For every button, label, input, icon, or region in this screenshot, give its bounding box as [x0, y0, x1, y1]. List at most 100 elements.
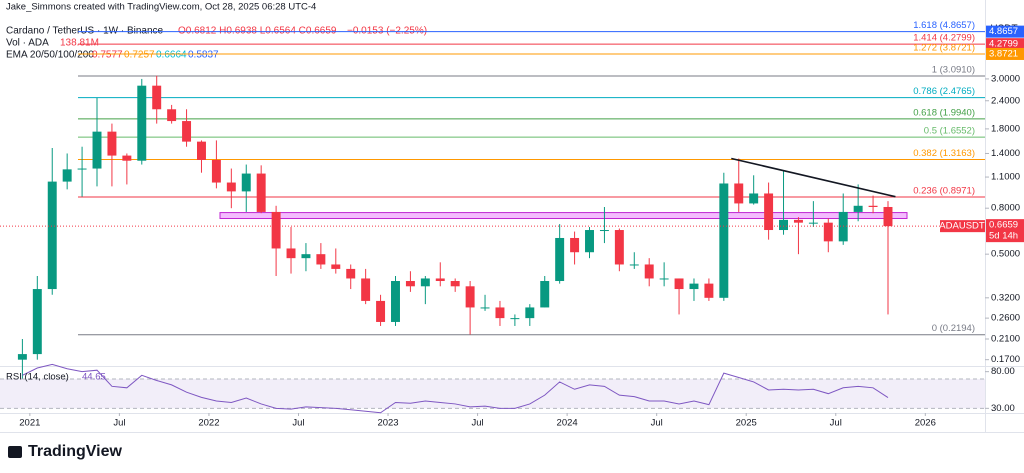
candle-body	[480, 307, 490, 309]
y-tick-label: 1.1000	[991, 172, 1020, 183]
fib-label: 0.5 (1.6552)	[924, 126, 975, 137]
candle-body	[570, 237, 580, 253]
candle-body	[719, 183, 729, 298]
fib-label: 0 (0.2194)	[932, 323, 975, 334]
candle-body	[853, 205, 863, 212]
fib-axis-tag	[986, 38, 1024, 51]
fib-axis-label: 4.2799	[989, 39, 1018, 50]
fib-label: 0.382 (1.3163)	[913, 148, 975, 159]
legend-ema-value: 0.6664	[156, 50, 187, 61]
fib-label: 1 (3.0910)	[932, 65, 975, 76]
candle-body	[211, 159, 221, 183]
y-tick-label: 1.4000	[991, 148, 1020, 159]
brand-name: TradingView	[28, 443, 123, 460]
fib-axis-tag	[986, 47, 1024, 60]
candle-body	[47, 181, 57, 290]
rsi-band	[0, 379, 985, 409]
rsi-tick-label: 30.00	[991, 403, 1015, 414]
candle-body	[465, 286, 475, 308]
candle-body	[689, 283, 699, 290]
legend-ema-value: 0.7577	[92, 50, 123, 61]
candle-body	[435, 278, 445, 282]
price-tag-box	[986, 219, 1024, 243]
fib-label: 0.236 (0.8971)	[913, 186, 975, 197]
candle-body	[405, 281, 415, 287]
x-tick-label: Jul	[830, 418, 842, 429]
x-tick-label: 2025	[736, 418, 757, 429]
candle-body	[450, 281, 460, 287]
fib-axis-label: 4.8657	[989, 26, 1018, 37]
x-tick-label: 2023	[377, 418, 398, 429]
fib-axis-tag	[986, 25, 1024, 38]
legend-ema-value: 0.5837	[188, 50, 219, 61]
price-tag: 0.6659	[989, 220, 1018, 231]
brand-icon	[8, 446, 22, 458]
candle-body	[599, 230, 609, 232]
candle-body	[808, 222, 818, 224]
candle-body	[301, 254, 311, 259]
fib-label: 1.272 (3.8721)	[913, 42, 975, 53]
symbol-tag-box	[940, 220, 985, 233]
x-tick-label: 2024	[557, 418, 578, 429]
candle-body	[316, 254, 326, 265]
y-tick-label: 0.2100	[991, 334, 1020, 345]
y-tick-label: 1.8000	[991, 123, 1020, 134]
y-tick-label: 0.5000	[991, 249, 1020, 260]
x-tick-label: 2021	[19, 418, 40, 429]
symbol-tag: ADAUSDT	[939, 221, 985, 232]
candle-body	[868, 205, 878, 207]
candle-body	[883, 206, 893, 227]
candle-body	[629, 264, 639, 266]
candle-body	[540, 281, 550, 308]
candle-body	[376, 300, 386, 322]
brand: TradingView	[8, 443, 123, 460]
candle-body	[674, 278, 684, 290]
trendline	[731, 157, 896, 198]
candle-body	[838, 211, 848, 242]
candle-body	[331, 264, 341, 269]
candle-body	[107, 131, 117, 156]
y-tick-label: 0.2600	[991, 313, 1020, 324]
legend-ema-value: 0.7257	[124, 50, 155, 61]
fib-label: 0.786 (2.4765)	[913, 86, 975, 97]
candle-body	[77, 168, 87, 170]
x-tick-label: 2026	[915, 418, 936, 429]
candle-body	[226, 182, 236, 192]
candle-body	[152, 85, 162, 110]
legend-ema-label: EMA 20/50/100/200	[6, 50, 94, 61]
rsi-label: RSI (14, close)	[6, 372, 69, 383]
y-tick-label: 3.0000	[991, 73, 1020, 84]
candle-body	[555, 237, 565, 282]
candle-body	[256, 173, 266, 212]
candle-body	[614, 230, 624, 265]
y-tick-label: 0.3200	[991, 292, 1020, 303]
fib-axis-label: 3.8721	[989, 48, 1018, 59]
resistance-zone	[219, 212, 908, 220]
candle-body	[391, 281, 400, 322]
candle-body	[197, 141, 206, 160]
candle-body	[510, 318, 520, 320]
x-tick-label: Jul	[651, 418, 663, 429]
candle-body	[525, 307, 535, 319]
candle-body	[764, 193, 774, 231]
candle-body	[823, 222, 833, 242]
candle-body	[271, 211, 281, 249]
candle-body	[122, 155, 132, 161]
rsi-value: 44.65	[82, 372, 106, 383]
fib-label: 0.618 (1.9940)	[913, 107, 975, 118]
rsi-tick-label: 80.00	[991, 366, 1015, 377]
candle-body	[734, 183, 744, 204]
candle-body	[62, 169, 72, 182]
countdown: 5d 14h	[989, 231, 1018, 242]
x-tick-label: Jul	[292, 418, 304, 429]
candle-body	[793, 219, 803, 223]
legend-volume-label: Vol · ADA	[6, 38, 49, 49]
candle-body	[749, 193, 759, 204]
rsi-line	[22, 363, 889, 414]
candle-body	[346, 268, 356, 279]
credit: Jake_Simmons created with TradingView.co…	[6, 2, 316, 13]
candle-body	[167, 109, 177, 122]
candle-body	[704, 283, 714, 298]
